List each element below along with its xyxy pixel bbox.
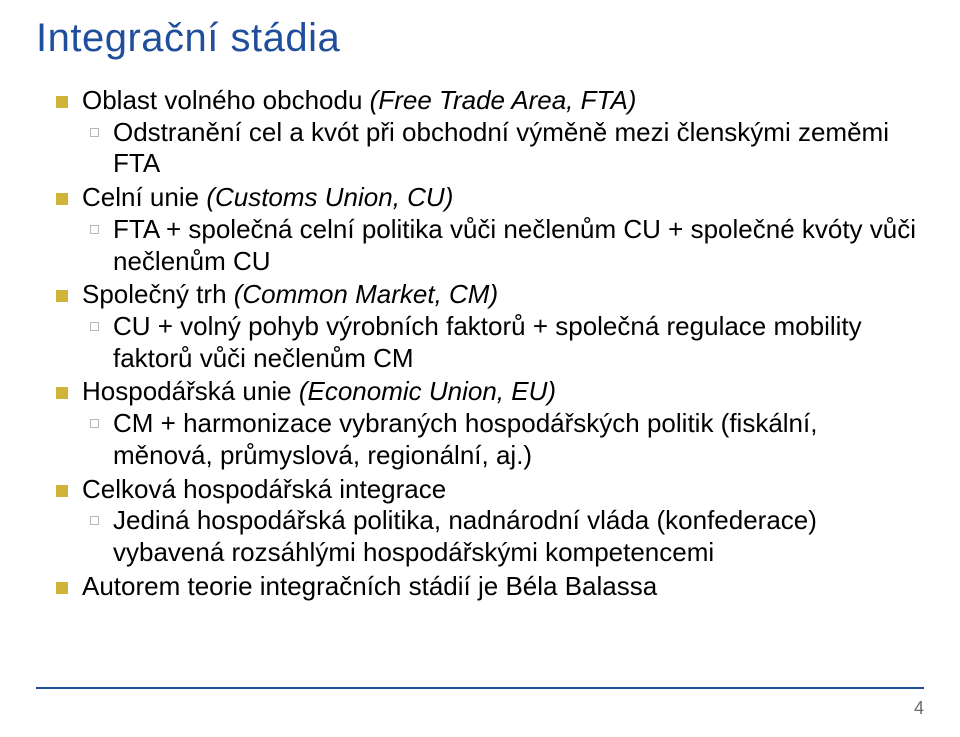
list-item-text: Hospodářská unie (Economic Union, EU) — [82, 376, 556, 408]
list-subitem: Odstranění cel a kvót při obchodní výměn… — [90, 117, 924, 180]
square-bullet-icon — [56, 387, 68, 399]
list-subitem-text: Odstranění cel a kvót při obchodní výměn… — [113, 117, 924, 180]
list-subitem-text: Jediná hospodářská politika, nadnárodní … — [113, 505, 924, 568]
bullet-list-level2: FTA + společná celní politika vůči nečle… — [56, 214, 924, 277]
list-item: Celní unie (Customs Union, CU)FTA + spol… — [56, 182, 924, 277]
list-item-text: Celková hospodářská integrace — [82, 474, 446, 506]
square-bullet-icon — [56, 582, 68, 594]
square-outline-bullet-icon — [90, 322, 99, 331]
list-item: Autorem teorie integračních stádií je Bé… — [56, 571, 924, 603]
list-item-text: Společný trh (Common Market, CM) — [82, 279, 498, 311]
list-item-text: Celní unie (Customs Union, CU) — [82, 182, 453, 214]
list-subitem-text: CM + harmonizace vybraných hospodářských… — [113, 408, 924, 471]
square-bullet-icon — [56, 193, 68, 205]
list-item: Oblast volného obchodu (Free Trade Area,… — [56, 85, 924, 180]
page-number: 4 — [914, 698, 924, 719]
square-outline-bullet-icon — [90, 225, 99, 234]
bullet-list-level2: Jediná hospodářská politika, nadnárodní … — [56, 505, 924, 568]
list-item: Společný trh (Common Market, CM)CU + vol… — [56, 279, 924, 374]
square-outline-bullet-icon — [90, 516, 99, 525]
square-bullet-icon — [56, 485, 68, 497]
list-subitem: FTA + společná celní politika vůči nečle… — [90, 214, 924, 277]
list-subitem-text: FTA + společná celní politika vůči nečle… — [113, 214, 924, 277]
bullet-list-level2: Odstranění cel a kvót při obchodní výměn… — [56, 117, 924, 180]
list-item: Celková hospodářská integraceJediná hosp… — [56, 474, 924, 569]
list-item-text: Autorem teorie integračních stádií je Bé… — [82, 571, 657, 603]
footer-divider — [36, 687, 924, 689]
list-item-text: Oblast volného obchodu (Free Trade Area,… — [82, 85, 636, 117]
square-outline-bullet-icon — [90, 128, 99, 137]
list-subitem: Jediná hospodářská politika, nadnárodní … — [90, 505, 924, 568]
list-subitem: CM + harmonizace vybraných hospodářských… — [90, 408, 924, 471]
slide-title: Integrační stádia — [36, 16, 924, 61]
bullet-list-level1: Oblast volného obchodu (Free Trade Area,… — [36, 85, 924, 603]
square-bullet-icon — [56, 96, 68, 108]
bullet-list-level2: CM + harmonizace vybraných hospodářských… — [56, 408, 924, 471]
list-item: Hospodářská unie (Economic Union, EU)CM … — [56, 376, 924, 471]
list-subitem-text: CU + volný pohyb výrobních faktorů + spo… — [113, 311, 924, 374]
bullet-list-level2: CU + volný pohyb výrobních faktorů + spo… — [56, 311, 924, 374]
square-bullet-icon — [56, 290, 68, 302]
list-subitem: CU + volný pohyb výrobních faktorů + spo… — [90, 311, 924, 374]
square-outline-bullet-icon — [90, 419, 99, 428]
